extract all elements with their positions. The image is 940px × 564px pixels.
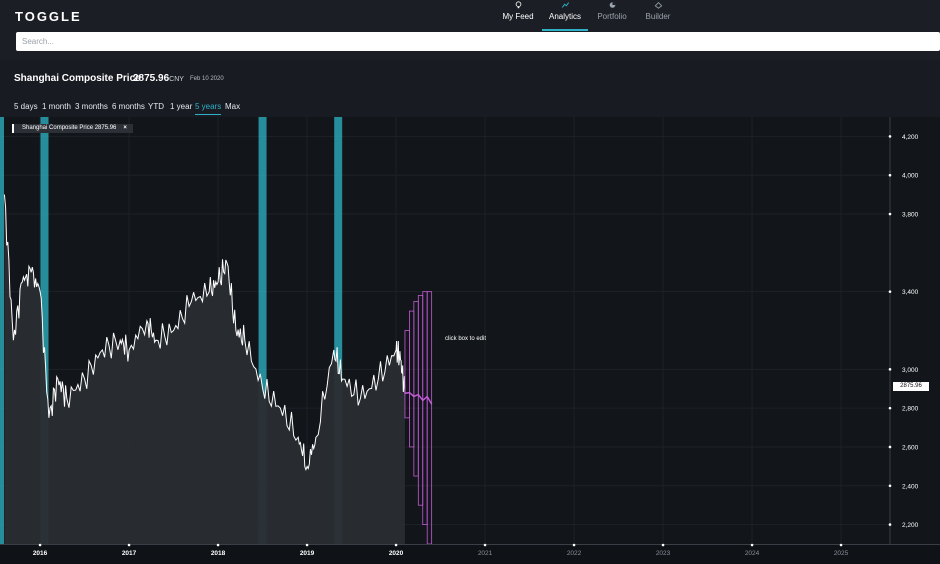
- instrument-title: Shanghai Composite Price: [14, 73, 141, 84]
- range-ytd[interactable]: YTD: [148, 102, 164, 111]
- toggle-logo[interactable]: TOGGLE: [15, 9, 82, 24]
- y-tick-mark: [888, 484, 892, 488]
- legend-close-icon[interactable]: ×: [123, 125, 127, 131]
- x-tick-label: 2020: [389, 550, 404, 557]
- x-tick-label: 2023: [656, 550, 671, 557]
- x-tick-label: 2017: [122, 550, 137, 557]
- instrument-header: Shanghai Composite Price 2875.96CNY Feb …: [0, 60, 940, 117]
- chart-annotation[interactable]: click box to edit: [445, 336, 487, 342]
- y-tick-mark: [888, 212, 892, 216]
- x-tick-label: 2018: [211, 550, 226, 557]
- range-5-days[interactable]: 5 days: [14, 102, 38, 111]
- currency-label: CNY: [169, 76, 184, 83]
- x-tick-mark: [839, 543, 843, 547]
- y-tick-label: 3,000: [902, 367, 919, 374]
- price-area: [4, 194, 405, 544]
- nav-portfolio[interactable]: Portfolio: [582, 0, 642, 31]
- highlight-band: [40, 117, 49, 544]
- nav-label: Builder: [645, 12, 671, 21]
- current-price-tag: 2875.96: [893, 382, 929, 391]
- price-series-line: [3, 194, 406, 472]
- range-max[interactable]: Max: [225, 102, 241, 111]
- range-3-months[interactable]: 3 months: [75, 102, 108, 111]
- y-tick-label: 3,800: [902, 212, 919, 219]
- range-1-month[interactable]: 1 month: [42, 102, 71, 111]
- nav-analytics[interactable]: Analytics: [542, 0, 588, 31]
- x-tick-label: 2019: [300, 550, 315, 557]
- y-tick-label: 2,600: [902, 444, 919, 451]
- x-tick-label: 2024: [745, 550, 760, 557]
- range-5-years[interactable]: 5 years: [195, 102, 222, 115]
- x-tick-mark: [216, 543, 220, 547]
- x-tick-label: 2022: [567, 550, 582, 557]
- highlight-band: [258, 117, 267, 544]
- nav-my-feed[interactable]: My Feed: [488, 0, 548, 31]
- y-tick-mark: [888, 445, 892, 449]
- top-bar: TOGGLE My Feed Analytics Portfolio Build…: [0, 0, 940, 31]
- x-tick-mark: [127, 543, 131, 547]
- x-tick-mark: [483, 543, 487, 547]
- y-tick-label: 2,400: [902, 483, 919, 490]
- nav-builder[interactable]: Builder: [628, 0, 688, 31]
- y-tick-mark: [888, 523, 892, 526]
- y-tick-label: 3,400: [902, 289, 919, 296]
- y-tick-mark: [888, 368, 892, 371]
- y-tick-label: 2,800: [902, 406, 919, 413]
- chart-legend: Shanghai Composite Price 2875.96 ×: [12, 124, 133, 133]
- y-tick-mark: [888, 135, 892, 138]
- y-tick-mark: [888, 290, 892, 293]
- range-1-year[interactable]: 1 year: [170, 102, 193, 111]
- analytics-icon: [561, 2, 569, 8]
- highlight-band: [0, 117, 4, 544]
- y-tick-mark: [888, 406, 892, 410]
- y-tick-mark: [888, 173, 892, 177]
- nav-label: Analytics: [548, 12, 581, 21]
- x-tick-mark: [394, 543, 398, 547]
- x-tick-mark: [750, 543, 754, 547]
- price-value: 2875.96: [133, 73, 170, 84]
- y-tick-label: 4,200: [902, 134, 919, 141]
- nav-label: Portfolio: [597, 12, 627, 21]
- price-chart[interactable]: 2,200 2,400 2,600 2,800 3,000 3,400 3,800 4,000…: [0, 117, 940, 564]
- search-bar: [0, 31, 940, 60]
- legend-label: Shanghai Composite Price 2875.96: [22, 125, 117, 131]
- y-tick-label: 4,000: [902, 173, 919, 180]
- x-tick-mark: [572, 543, 576, 547]
- portfolio-icon: [609, 2, 615, 8]
- price-date: Feb 10 2020: [190, 76, 224, 82]
- range-6-months[interactable]: 6 months: [112, 102, 145, 111]
- x-tick-label: 2016: [33, 550, 48, 557]
- x-tick-mark: [38, 543, 42, 547]
- forecast-line: [404, 391, 433, 405]
- x-tick-mark: [661, 543, 665, 547]
- x-tick-label: 2021: [478, 550, 493, 557]
- highlight-band: [334, 117, 343, 544]
- y-tick-label: 2,200: [902, 522, 919, 529]
- x-tick-mark: [305, 543, 309, 547]
- x-tick-label: 2025: [834, 550, 849, 557]
- builder-icon: [654, 2, 662, 9]
- bulb-icon: [515, 1, 521, 9]
- x-axis-band: [0, 544, 940, 564]
- nav-label: My Feed: [502, 12, 534, 21]
- instrument-price: 2875.96CNY: [133, 73, 184, 84]
- search-input[interactable]: [16, 32, 940, 51]
